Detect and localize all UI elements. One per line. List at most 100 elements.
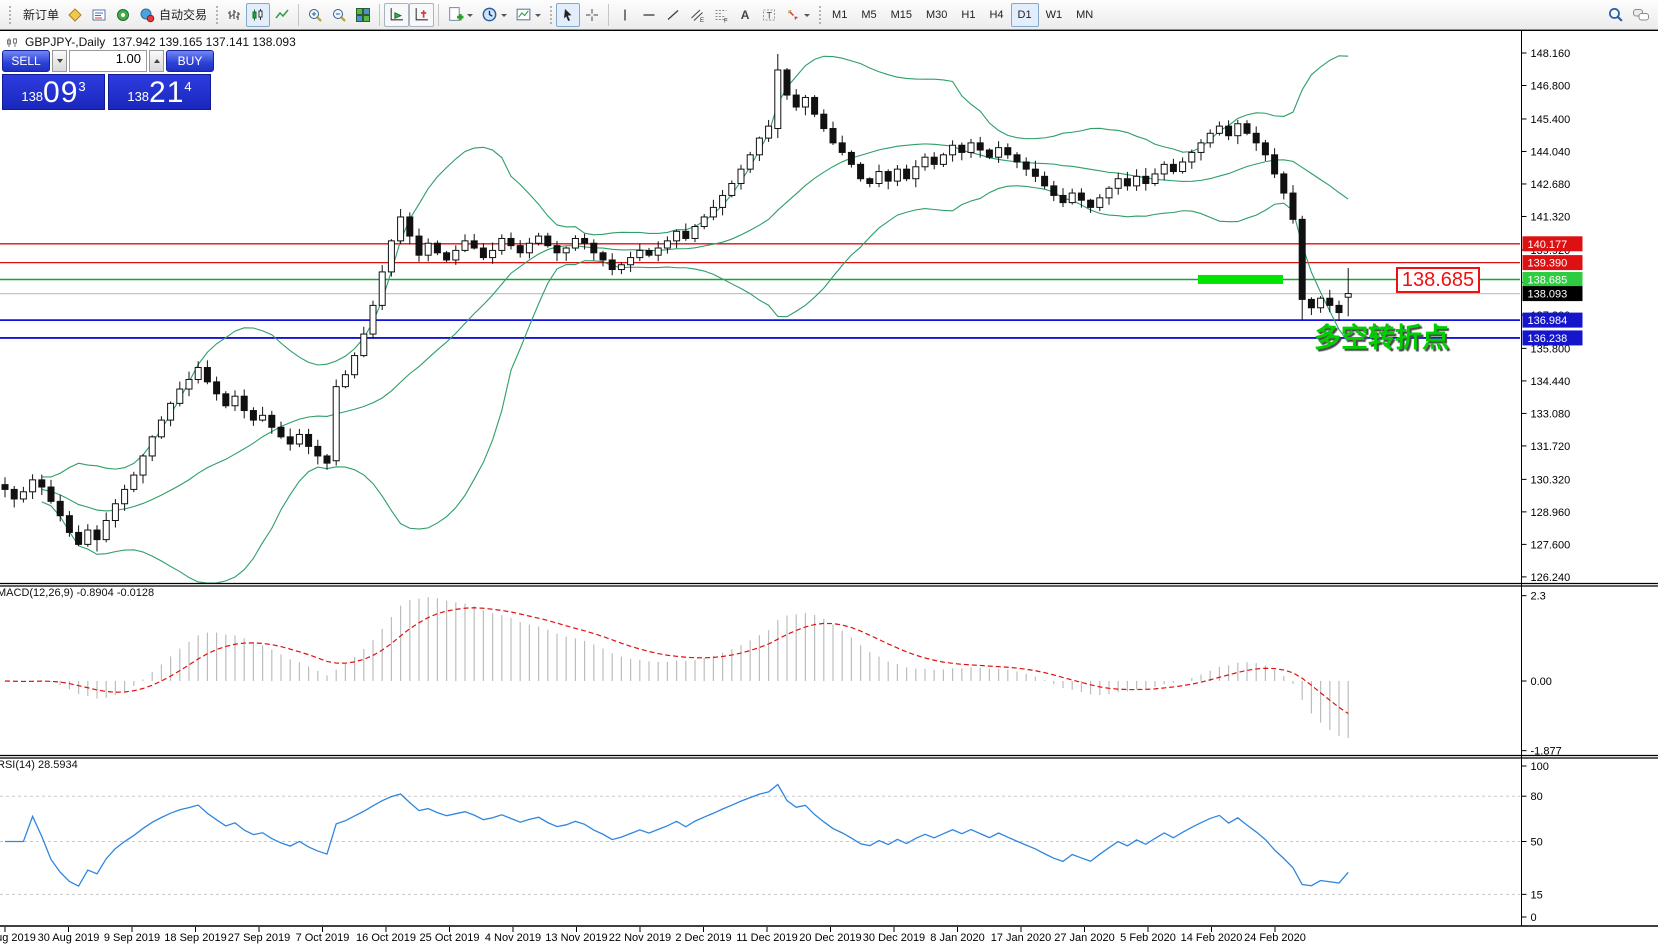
macd-axis: 2.3 0.00 -1.877	[1521, 591, 1562, 758]
volume-increment-button[interactable]	[149, 50, 164, 72]
fibonacci-button[interactable]: F	[709, 3, 733, 27]
svg-text:144.040: 144.040	[1531, 146, 1571, 158]
svg-text:135.800: 135.800	[1531, 343, 1571, 355]
auto-scroll-icon	[390, 8, 403, 21]
svg-text:7 Oct 2019: 7 Oct 2019	[296, 932, 350, 944]
tile-windows-button[interactable]	[351, 3, 375, 27]
autotrading-button[interactable]: 自动交易	[135, 3, 211, 27]
chat-button[interactable]	[1628, 3, 1654, 27]
trendline-icon	[667, 9, 679, 20]
volume-input[interactable]: 1.00	[69, 50, 147, 72]
svg-text:50: 50	[1531, 837, 1543, 849]
timeframe-h4[interactable]: H4	[989, 8, 1004, 21]
search-button[interactable]	[1603, 3, 1628, 27]
text-button[interactable]: A	[733, 3, 757, 27]
rsi-levels	[0, 795, 1520, 895]
timeframe-m5[interactable]: M5	[861, 8, 877, 21]
sell-button[interactable]: SELL	[2, 50, 50, 72]
svg-text:4 Nov 2019: 4 Nov 2019	[485, 932, 541, 944]
arrows-button[interactable]	[781, 3, 814, 27]
timeframe-h1[interactable]: H1	[961, 8, 976, 21]
templates-button[interactable]	[511, 3, 545, 27]
horizontal-line-button[interactable]	[637, 3, 661, 27]
svg-text:27 Jan 2020: 27 Jan 2020	[1054, 932, 1115, 944]
svg-text:136.984: 136.984	[1528, 315, 1568, 327]
timeframe-m30[interactable]: M30	[926, 8, 948, 21]
svg-text:-1.877: -1.877	[1531, 746, 1562, 758]
buy-price-display[interactable]: 138 21 4	[108, 74, 211, 110]
chart-area[interactable]: 148.160 146.800 145.400 144.040 142.680 141.3…	[0, 30, 1658, 952]
triangle-down-icon	[56, 59, 63, 66]
svg-text:0: 0	[1531, 912, 1537, 924]
crosshair-icon	[586, 8, 599, 21]
chart-icon	[7, 37, 17, 47]
candlestick-chart-button[interactable]	[246, 2, 271, 27]
periods-button[interactable]	[477, 3, 511, 27]
template-icon	[516, 8, 531, 21]
timeframe-d1[interactable]: D1	[1010, 2, 1039, 27]
signals-button[interactable]	[111, 3, 135, 27]
svg-text:139.390: 139.390	[1528, 258, 1568, 270]
svg-text:0.00: 0.00	[1531, 676, 1552, 688]
volume-decrement-button[interactable]	[52, 50, 67, 72]
market-watch-icon	[92, 9, 106, 20]
timeframe-mn[interactable]: MN	[1076, 8, 1094, 21]
timeframe-m15[interactable]: M15	[890, 8, 912, 21]
macd-signal-line	[4, 607, 1349, 714]
auto-scroll-button[interactable]	[384, 2, 410, 27]
channel-button[interactable]: E	[685, 3, 709, 27]
svg-text:145.400: 145.400	[1531, 114, 1571, 126]
price-level-flag[interactable]: 138.685	[1396, 267, 1480, 293]
vertical-line-icon	[624, 9, 626, 20]
indicators-button[interactable]	[443, 3, 477, 27]
tile-windows-icon	[356, 7, 371, 22]
trendline-button[interactable]	[661, 3, 685, 27]
new-order-button[interactable]: 新订单	[23, 8, 60, 22]
svg-text:25 Oct 2019: 25 Oct 2019	[420, 932, 480, 944]
buy-button[interactable]: BUY	[166, 50, 214, 72]
toolbar-separator	[298, 3, 300, 26]
crosshair-button[interactable]	[580, 3, 604, 27]
chart-title: GBPJPY-,Daily 137.942 139.165 137.141 13…	[7, 35, 296, 49]
zoom-in-button[interactable]	[303, 3, 327, 27]
line-chart-button[interactable]	[270, 3, 294, 27]
svg-text:T: T	[767, 10, 773, 20]
chevron-down-icon	[467, 13, 474, 20]
text-label-button[interactable]: T	[757, 3, 781, 27]
svg-text:148.160: 148.160	[1531, 48, 1571, 60]
rsi-label: RSI(14) 28.5934	[0, 759, 78, 771]
meta-editor-button[interactable]	[63, 3, 87, 27]
svg-text:5 Feb 2020: 5 Feb 2020	[1120, 932, 1176, 944]
timeframe-m1[interactable]: M1	[832, 8, 848, 21]
ohlc-values: 137.942 139.165 137.141 138.093	[112, 35, 296, 49]
svg-text:126.240: 126.240	[1531, 572, 1571, 584]
chart-canvas[interactable]: 148.160 146.800 145.400 144.040 142.680 141.3…	[0, 30, 1658, 952]
timeframe-w1[interactable]: W1	[1045, 8, 1063, 21]
add-indicator-icon	[449, 7, 464, 21]
bar-chart-button[interactable]	[222, 3, 246, 27]
vertical-line-button[interactable]	[613, 3, 637, 27]
svg-text:134.440: 134.440	[1531, 376, 1571, 388]
toolbar: 新订单 自动交易	[0, 0, 1658, 30]
chart-shift-button[interactable]	[409, 2, 435, 27]
market-watch-button[interactable]	[87, 3, 111, 27]
rsi-line	[5, 783, 1349, 887]
svg-text:15: 15	[1531, 889, 1543, 901]
cursor-button[interactable]	[556, 2, 581, 27]
panel-borders	[0, 30, 1658, 927]
turning-point-annotation[interactable]: 多空转折点	[1314, 323, 1449, 353]
text-icon: A	[740, 7, 750, 22]
equidistant-channel-icon: E	[691, 9, 704, 23]
triangle-up-icon	[153, 56, 160, 63]
svg-text:8 Jan 2020: 8 Jan 2020	[930, 932, 984, 944]
fibonacci-icon: F	[715, 9, 728, 23]
svg-text:21 Aug 2019: 21 Aug 2019	[0, 932, 36, 944]
zoom-out-button[interactable]	[327, 3, 351, 27]
chart-shift-icon	[415, 8, 428, 21]
toolbar-grip	[7, 4, 12, 25]
chevron-down-icon	[535, 13, 542, 20]
svg-text:142.680: 142.680	[1531, 179, 1571, 191]
sell-price-display[interactable]: 138 09 3	[2, 74, 105, 110]
svg-text:30 Dec 2019: 30 Dec 2019	[863, 932, 925, 944]
svg-text:128.960: 128.960	[1531, 507, 1571, 519]
